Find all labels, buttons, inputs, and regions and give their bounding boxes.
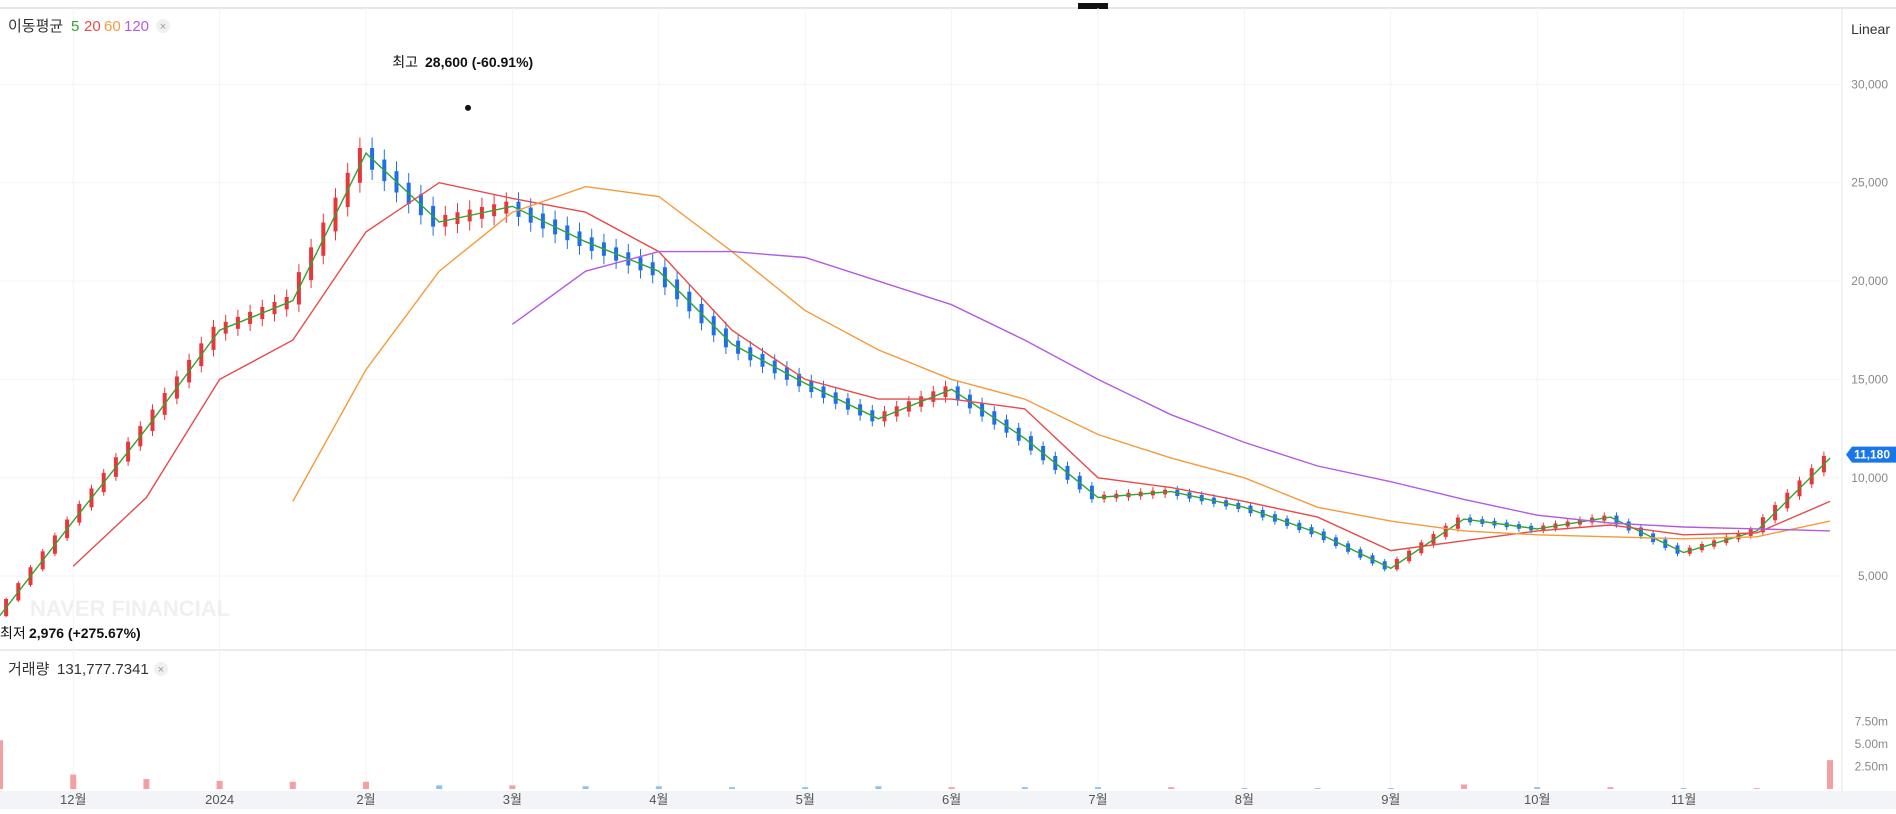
ma-line-20 [72, 181, 1831, 567]
time-tick-label: 9월 [1381, 792, 1400, 807]
time-axis: 12월 2024 2월 3월 4월 5월 6월 7월 8월 9월 10월 11월 [60, 792, 1696, 807]
price-tick-label: 25,000 [1851, 176, 1888, 190]
volume-bar [509, 785, 516, 789]
volume-bar [0, 740, 3, 789]
volume-bar [1095, 787, 1101, 789]
time-tick-label: 5월 [796, 792, 815, 807]
moving-average-lines [0, 152, 1831, 616]
volume-label: 거래량 [8, 661, 50, 678]
high-marker [465, 104, 471, 111]
volume-bar [655, 786, 662, 789]
volume-value: 131,777.7341 [57, 661, 149, 678]
low-value: 2,976 (+275.67%) [29, 625, 141, 641]
close-icon[interactable]: × [160, 21, 166, 33]
ma-line-120 [511, 250, 1831, 532]
x-axis-band [0, 791, 1896, 809]
volume-bar [1827, 760, 1833, 789]
low-annotation: 최저 2,976 (+275.67%) [0, 625, 141, 641]
high-value: 28,600 (-60.91%) [425, 54, 533, 70]
volume-bar [1168, 787, 1175, 789]
scale-toggle-button[interactable]: Linear [1851, 21, 1890, 37]
top-handle[interactable] [1078, 3, 1108, 9]
price-tick-label: 20,000 [1851, 274, 1888, 288]
low-label: 최저 [0, 625, 26, 641]
ma-period-5[interactable]: 5 [71, 18, 79, 35]
volume-tick-label: 2.50m [1855, 759, 1888, 773]
volume-bar [1314, 788, 1321, 789]
ma-legend-close-button[interactable] [156, 19, 170, 33]
time-tick-label: 8월 [1235, 792, 1254, 807]
ma-line-5 [0, 152, 1831, 616]
watermark: NAVER FINANCIAL [30, 596, 230, 621]
volume-bar [802, 787, 809, 789]
price-tick-label: 15,000 [1851, 372, 1888, 386]
ma-legend[interactable]: 이동평균 5 20 60 120 × [8, 18, 170, 35]
current-price-marker [1846, 446, 1896, 463]
time-tick-label: 6월 [942, 792, 961, 807]
price-axis: 30,000 25,000 20,000 15,000 10,000 5,000 [1851, 77, 1888, 583]
volume-bar [948, 787, 955, 789]
volume-axis: 7.50m 5.00m 2.50m [1855, 714, 1888, 773]
ma-line-60 [292, 185, 1831, 540]
watermark-text: NAVER FINANCIAL [30, 596, 230, 621]
close-icon[interactable]: × [158, 664, 164, 676]
volume-bar [70, 774, 77, 789]
time-tick-label: 4월 [649, 792, 668, 807]
time-tick-label: 11월 [1671, 792, 1696, 807]
grid [0, 8, 1842, 791]
volume-bar [1387, 788, 1394, 789]
volume-legend[interactable]: 거래량 131,777.7341 × [8, 661, 168, 678]
volume-bar [1021, 787, 1028, 789]
volume-bar [729, 787, 735, 789]
volume-tick-label: 7.50m [1855, 714, 1888, 728]
volume-bar [1607, 787, 1614, 789]
price-tick-label: 10,000 [1851, 471, 1888, 485]
volume-bar [875, 786, 882, 789]
volume-bar [1461, 784, 1467, 789]
volume-bars [0, 740, 1833, 789]
volume-bar [363, 781, 369, 789]
volume-legend-close-button[interactable] [154, 662, 168, 676]
volume-bar [1241, 788, 1248, 789]
volume-bar [582, 786, 589, 789]
time-tick-label: 12월 [60, 792, 86, 807]
volume-bar [436, 785, 443, 789]
volume-tick-label: 5.00m [1855, 737, 1888, 751]
volume-bar [1534, 787, 1541, 789]
ma-period-60[interactable]: 60 [104, 18, 121, 35]
time-tick-label: 3월 [503, 792, 522, 807]
price-tick-label: 30,000 [1851, 77, 1888, 91]
candlesticks [4, 137, 1826, 618]
high-label: 최고 [392, 54, 418, 70]
ma-period-20[interactable]: 20 [84, 18, 101, 35]
volume-bar [1753, 788, 1760, 789]
time-tick-label: 2024 [205, 792, 234, 807]
current-price-value: 11,180 [1854, 448, 1890, 462]
volume-bar [143, 779, 150, 789]
volume-bar [216, 780, 223, 789]
current-price-badge: 11,180 [1846, 446, 1896, 463]
price-tick-label: 5,000 [1858, 569, 1888, 583]
volume-bar [1680, 788, 1687, 789]
volume-bar [289, 781, 296, 789]
ma-legend-label: 이동평균 [8, 18, 63, 35]
time-tick-label: 7월 [1088, 792, 1107, 807]
time-tick-label: 2월 [356, 792, 375, 807]
high-annotation: 최고 28,600 (-60.91%) [392, 54, 533, 111]
time-tick-label: 10월 [1524, 792, 1550, 807]
ma-period-120[interactable]: 120 [124, 18, 149, 35]
